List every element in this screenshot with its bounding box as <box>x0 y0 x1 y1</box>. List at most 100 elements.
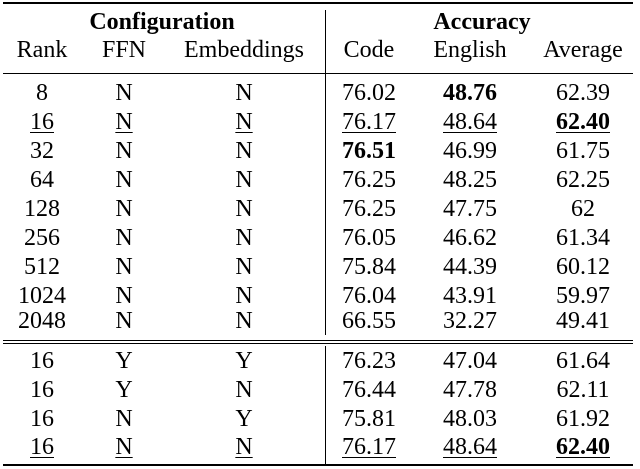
code-cell: 75.84 <box>342 254 396 280</box>
ffn-cell: N <box>115 254 133 280</box>
code-cell: 66.55 <box>342 308 396 334</box>
ffn-cell: N <box>115 283 133 309</box>
embeddings-cell: N <box>164 106 324 138</box>
english-cell: 47.75 <box>443 196 497 222</box>
average-cell: 62.11 <box>556 377 610 403</box>
rank-cell: 16 <box>30 348 54 374</box>
code-cell: 76.51 <box>342 138 396 164</box>
embeddings-cell: N <box>235 254 253 280</box>
embeddings-cell: N <box>164 431 324 463</box>
ffn-cell: Y <box>115 348 133 374</box>
table-row: 512 N N 75.84 44.39 60.12 <box>0 251 640 283</box>
embeddings-cell: N <box>235 138 253 164</box>
ffn-value: N <box>115 434 133 460</box>
embeddings-cell: N <box>235 196 253 222</box>
english-value: 48.64 <box>443 434 497 460</box>
table-row: 16 N N 76.17 48.64 62.40 <box>0 431 640 463</box>
ffn-cell: N <box>115 138 133 164</box>
embeddings-cell: N <box>235 308 253 334</box>
english-cell: 48.25 <box>443 167 497 193</box>
average-cell: 61.75 <box>556 138 610 164</box>
average-cell: 62.25 <box>556 167 610 193</box>
english-cell: 32.27 <box>443 308 497 334</box>
code-cell: 76.17 <box>328 106 410 138</box>
column-header-row: Rank FFN Embeddings Code English Average <box>0 34 640 66</box>
average-cell: 49.41 <box>556 308 610 334</box>
col-header-code: Code <box>343 37 395 63</box>
code-cell: 76.05 <box>342 225 396 251</box>
embeddings-cell: N <box>235 167 253 193</box>
average-cell: 62.40 <box>530 431 636 463</box>
accuracy-header: Accuracy <box>433 9 531 35</box>
code-cell: 76.02 <box>342 80 396 106</box>
average-value: 62.40 <box>556 109 610 135</box>
code-cell: 76.25 <box>342 167 396 193</box>
configuration-header: Configuration <box>89 9 235 35</box>
embeddings-value: N <box>235 109 253 135</box>
table-row: 8 N N 76.02 48.76 62.39 <box>0 77 640 109</box>
english-cell: 46.99 <box>443 138 497 164</box>
bottom-rule <box>3 464 633 466</box>
code-cell: 76.17 <box>328 431 410 463</box>
ffn-cell: N <box>115 308 133 334</box>
ffn-cell: N <box>115 406 133 432</box>
col-header-rank: Rank <box>16 37 68 63</box>
rank-cell: 1024 <box>18 283 66 309</box>
ffn-cell: N <box>84 431 164 463</box>
table-row: 1024 N N 76.04 43.91 59.97 <box>0 280 640 312</box>
table-row: 32 N N 76.51 46.99 61.75 <box>0 135 640 167</box>
header-rule <box>3 73 633 74</box>
code-value: 76.17 <box>342 434 396 460</box>
ffn-cell: N <box>84 106 164 138</box>
column-divider <box>325 346 326 464</box>
code-cell: 76.44 <box>342 377 396 403</box>
ffn-cell: N <box>115 167 133 193</box>
table-row: 64 N N 76.25 48.25 62.25 <box>0 164 640 196</box>
ffn-cell: N <box>115 196 133 222</box>
embeddings-cell: N <box>235 377 253 403</box>
rank-cell: 16 <box>0 431 84 463</box>
english-cell: 47.78 <box>443 377 497 403</box>
top-rule <box>3 2 633 4</box>
col-header-ffn: FFN <box>101 37 147 63</box>
rank-cell: 64 <box>30 167 54 193</box>
embeddings-value: N <box>235 434 253 460</box>
english-cell: 47.04 <box>443 348 497 374</box>
col-header-average: Average <box>543 37 623 63</box>
english-cell: 48.76 <box>443 80 497 106</box>
col-header-embeddings: Embeddings <box>184 37 304 63</box>
table-row: 128 N N 76.25 47.75 62 <box>0 193 640 225</box>
rank-value: 16 <box>30 109 54 135</box>
table-row: 2048 N N 66.55 32.27 49.41 <box>0 305 640 337</box>
rank-cell: 8 <box>36 80 48 106</box>
rank-cell: 32 <box>30 138 54 164</box>
english-cell: 46.62 <box>443 225 497 251</box>
section-rule-bottom <box>3 343 633 344</box>
table-row: 256 N N 76.05 46.62 61.34 <box>0 222 640 254</box>
ffn-cell: Y <box>115 377 133 403</box>
average-cell: 62.39 <box>556 80 610 106</box>
rank-cell: 16 <box>30 406 54 432</box>
average-cell: 62 <box>571 196 595 222</box>
embeddings-cell: N <box>235 283 253 309</box>
code-cell: 76.23 <box>342 348 396 374</box>
english-cell: 43.91 <box>443 283 497 309</box>
code-cell: 76.25 <box>342 196 396 222</box>
average-cell: 61.64 <box>556 348 610 374</box>
rank-cell: 16 <box>0 106 84 138</box>
table-row: 16 Y N 76.44 47.78 62.11 <box>0 374 640 406</box>
english-cell: 44.39 <box>443 254 497 280</box>
average-cell: 62.40 <box>530 106 636 138</box>
table-row: 16 N Y 75.81 48.03 61.92 <box>0 403 640 435</box>
average-cell: 61.34 <box>556 225 610 251</box>
embeddings-cell: Y <box>235 406 253 432</box>
ffn-value: N <box>115 109 133 135</box>
column-divider <box>325 10 326 335</box>
table-row: 16 N N 76.17 48.64 62.40 <box>0 106 640 138</box>
rank-cell: 16 <box>30 377 54 403</box>
embeddings-cell: N <box>235 80 253 106</box>
col-header-english: English <box>433 37 507 63</box>
ffn-cell: N <box>115 80 133 106</box>
code-value: 76.17 <box>342 109 396 135</box>
code-cell: 75.81 <box>342 406 396 432</box>
